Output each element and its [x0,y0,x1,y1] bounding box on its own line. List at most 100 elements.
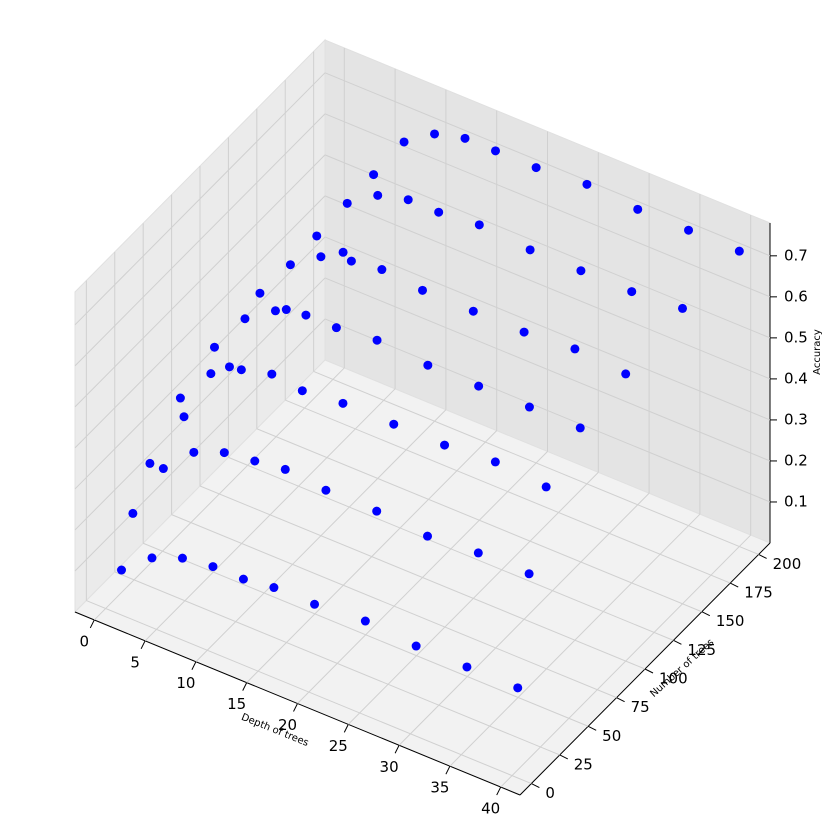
point [189,447,199,457]
z-tick-label: 0.4 [784,369,808,387]
point [403,195,413,205]
point [411,641,421,651]
y-tick-label: 125 [687,641,716,659]
point [473,548,483,558]
grid-line [86,600,532,785]
y-tick-label: 50 [602,727,621,745]
point [524,402,534,412]
x-tick-label: 5 [130,653,140,671]
tick-mark [644,668,654,674]
point [316,252,326,262]
point [331,323,341,333]
point [224,362,234,372]
point [269,583,279,593]
z-tick-label: 0.5 [784,328,808,346]
z-axis-label: Accuracy [812,329,823,375]
point [430,129,440,139]
point [281,305,291,315]
point [575,423,585,433]
point [117,565,127,575]
point [297,386,307,396]
point [423,360,433,370]
grid-line [324,154,771,339]
x-tick-label: 15 [227,695,246,713]
point [285,260,295,270]
tick-mark [587,725,597,731]
point [570,344,580,354]
grid-line [74,277,326,531]
point [208,562,218,572]
tick-mark [394,745,400,754]
tick-mark [140,640,146,650]
point [346,256,356,266]
point [490,457,500,467]
point [321,485,331,495]
point [158,464,168,474]
grid-line [228,456,674,641]
grid-line [74,154,326,408]
tick-mark [343,724,349,733]
point [338,247,348,257]
tick-mark [242,682,248,691]
grid-line [256,428,703,613]
x-tick-label: 10 [176,674,195,692]
grid-line [324,318,771,503]
point [525,245,535,255]
tick-mark [496,786,502,796]
grid-line [171,514,617,699]
point [389,419,399,429]
point [513,683,523,693]
x-tick-label: 30 [380,758,399,776]
point [369,170,379,180]
tick-mark [758,554,767,559]
point [219,448,229,458]
point [519,327,529,337]
x-tick-label: 35 [430,779,449,797]
grid-line [285,399,731,584]
point [474,381,484,391]
point [678,303,688,313]
point [267,369,277,379]
y-tick-label: 25 [574,755,593,773]
tick-mark [531,783,540,788]
point [418,285,427,295]
grid-line [74,318,326,572]
point [310,599,320,609]
grid-line [74,72,326,326]
grid-line [324,113,771,298]
tick-mark [730,582,739,588]
grid-line [313,370,759,555]
y-tick-label: 175 [744,584,773,602]
point [206,369,216,379]
point [541,482,551,492]
point [474,220,484,230]
point [250,456,260,466]
tick-mark [293,703,298,712]
y-tick-label: 100 [659,670,688,688]
x-tick-label: 40 [481,800,500,818]
point [582,179,592,189]
point [524,569,534,579]
grid-line [324,72,771,257]
point [177,553,187,563]
tick-mark [673,639,682,645]
point [270,306,280,316]
x-axis-label: Depth of trees [239,712,310,749]
y-tick-label: 0 [545,784,555,802]
point [209,342,219,352]
point [240,314,250,324]
point [372,335,382,345]
y-tick-label: 75 [631,698,650,716]
grid-line [142,542,589,727]
x-tick-label: 0 [80,632,90,650]
point [684,225,694,235]
grid-line [114,571,560,756]
point [372,506,382,516]
point [434,207,444,217]
grid-line [74,113,326,367]
tick-mark [701,611,711,617]
point [531,163,541,173]
point [423,531,433,541]
tick-mark [89,619,95,629]
